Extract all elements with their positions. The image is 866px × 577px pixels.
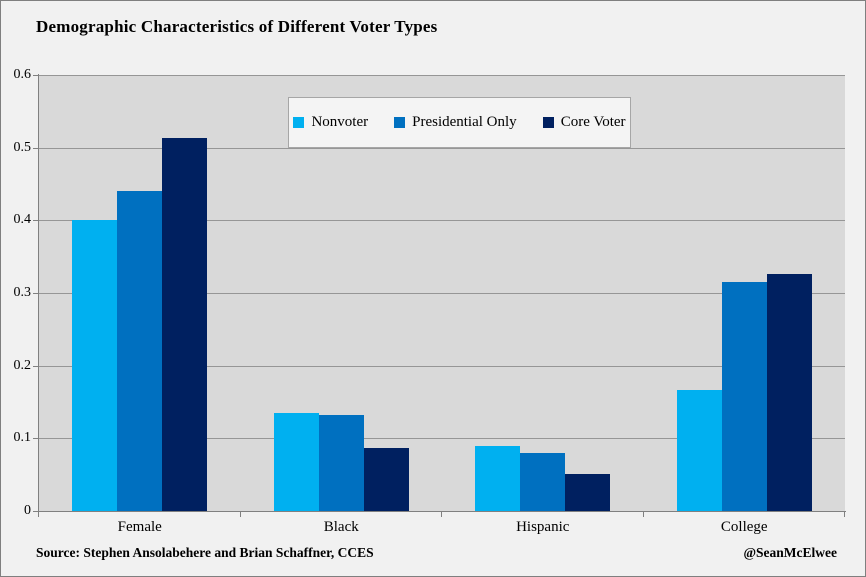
gridline	[39, 365, 845, 367]
bar-presidential-only-black	[318, 415, 364, 511]
y-tick-label: 0.3	[13, 285, 32, 300]
y-tick-mark	[33, 293, 38, 294]
x-axis-line	[33, 511, 846, 512]
bar-presidential-only-hispanic	[520, 452, 566, 511]
x-category-label-hispanic: Hispanic	[516, 519, 570, 535]
legend-label-presidential-only: Presidential Only	[412, 114, 517, 130]
bar-nonvoter-black	[273, 412, 319, 511]
y-tick-mark	[33, 220, 38, 222]
bar-nonvoter-college	[676, 389, 722, 511]
x-tick-mark	[38, 512, 39, 517]
source-note: Source: Stephen Ansolabehere and Brian S…	[36, 545, 374, 560]
y-tick-mark	[33, 75, 38, 76]
legend-item-core-voter: Core Voter	[542, 114, 626, 131]
gridline	[39, 147, 845, 149]
y-tick-mark	[33, 511, 38, 512]
y-tick-label: 0	[24, 503, 31, 518]
y-tick-label: 0.1	[13, 430, 32, 446]
gridline	[39, 75, 845, 76]
legend-label-nonvoter: Nonvoter	[311, 114, 369, 130]
bar-core-voter-black	[363, 447, 409, 511]
x-tick-mark	[642, 512, 644, 517]
x-tick-mark	[441, 512, 442, 517]
y-tick-mark	[33, 147, 38, 149]
y-tick-label: 0.5	[13, 139, 32, 155]
y-tick-label: 0.2	[13, 357, 32, 373]
x-tick-mark	[239, 512, 241, 517]
bar-nonvoter-hispanic	[475, 445, 521, 511]
y-tick-mark	[33, 438, 38, 440]
x-tick-mark	[844, 512, 845, 517]
y-tick-label: 0.6	[13, 67, 32, 82]
x-category-label-female: Female	[117, 519, 162, 535]
bar-core-voter-college	[766, 274, 812, 511]
gridline	[39, 220, 845, 222]
x-category-label-college: College	[720, 519, 768, 535]
x-category-label-black: Black	[323, 519, 359, 535]
legend-item-nonvoter: Nonvoter	[293, 114, 368, 131]
legend-swatch-icon-presidential-only	[394, 117, 406, 128]
gridline	[39, 438, 845, 440]
legend-swatch-icon-nonvoter	[293, 117, 305, 128]
legend-swatch-icon-core-voter	[542, 117, 554, 128]
bar-presidential-only-college	[721, 282, 767, 511]
y-tick-mark	[33, 365, 38, 367]
legend-item-presidential-only: Presidential Only	[394, 114, 517, 131]
legend-label-core-voter: Core Voter	[560, 114, 626, 130]
credit-handle: @SeanMcElwee	[743, 545, 837, 560]
bar-presidential-only-female	[117, 191, 163, 511]
bar-nonvoter-female	[72, 220, 118, 511]
gridline	[39, 293, 845, 294]
legend: Nonvoter Presidential Only Core Voter	[288, 97, 631, 148]
bar-core-voter-hispanic	[565, 473, 611, 511]
bar-core-voter-female	[162, 138, 208, 511]
y-tick-label: 0.4	[13, 212, 32, 228]
y-axis-line	[38, 74, 39, 517]
chart-title: Demographic Characteristics of Different…	[36, 17, 438, 36]
